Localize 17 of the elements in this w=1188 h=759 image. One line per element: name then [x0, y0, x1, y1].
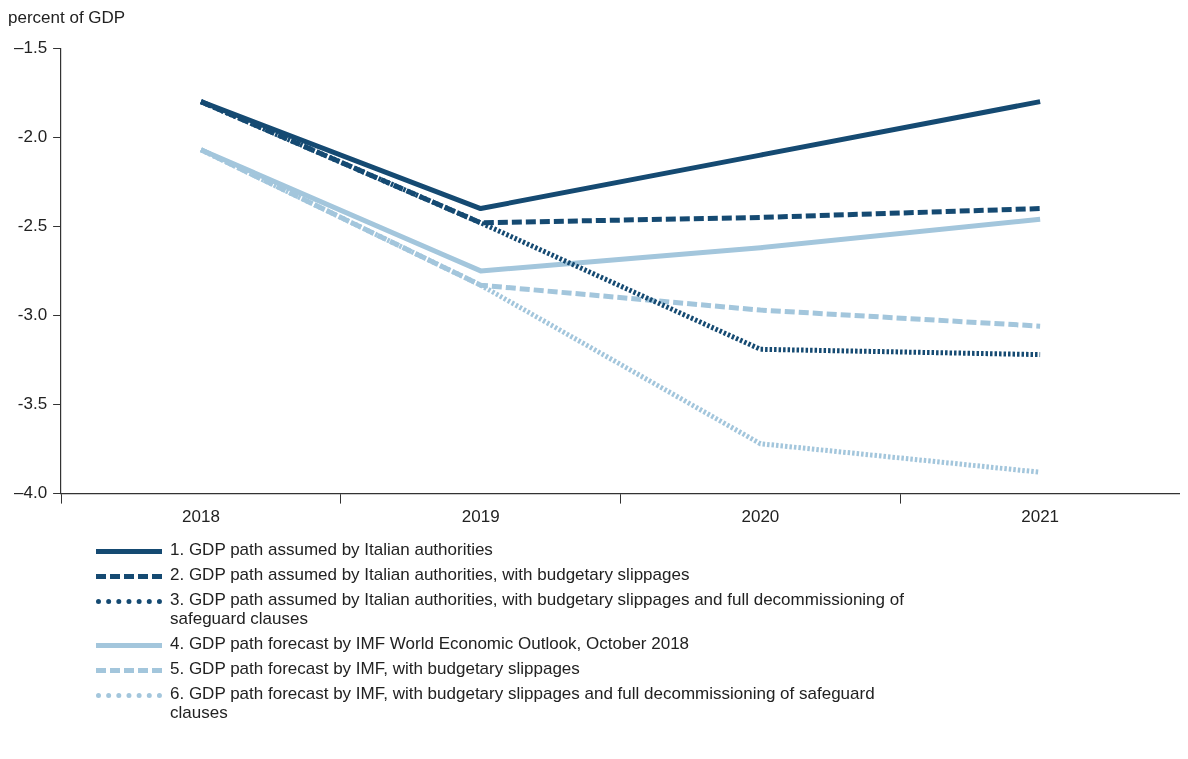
legend-label: 3. GDP path assumed by Italian authorities, with budgetary slippages and full decommissioning of safeguard clauses	[170, 590, 905, 628]
y-tick-label: -3.0	[17, 305, 48, 325]
y-tick-label: -2.0	[17, 126, 48, 146]
y-tick-label: –1.5	[13, 37, 48, 57]
legend-label: 1. GDP path assumed by Italian authorities	[170, 540, 493, 559]
x-tick-label: 2018	[182, 507, 220, 527]
x-tick-label: 2021	[1021, 507, 1060, 527]
legend-label: 4. GDP path forecast by IMF World Economic Outlook, October 2018	[170, 634, 690, 653]
y-tick-label: -3.5	[17, 394, 48, 414]
y-tick-label: -2.5	[17, 216, 48, 236]
legend-label: 2. GDP path assumed by Italian authorities, with budgetary slippages	[170, 565, 690, 584]
y-axis-title: percent of GDP	[8, 8, 127, 29]
legend-label: 6. GDP path forecast by IMF, with budgetary slippages and full decommissioning of safeguard clauses	[170, 684, 876, 722]
y-tick-label: –4.0	[13, 483, 48, 503]
x-tick-label: 2020	[741, 507, 780, 527]
legend-label: 5. GDP path forecast by IMF, with budgetary slippages	[170, 659, 580, 678]
x-tick-label: 2019	[461, 507, 500, 527]
